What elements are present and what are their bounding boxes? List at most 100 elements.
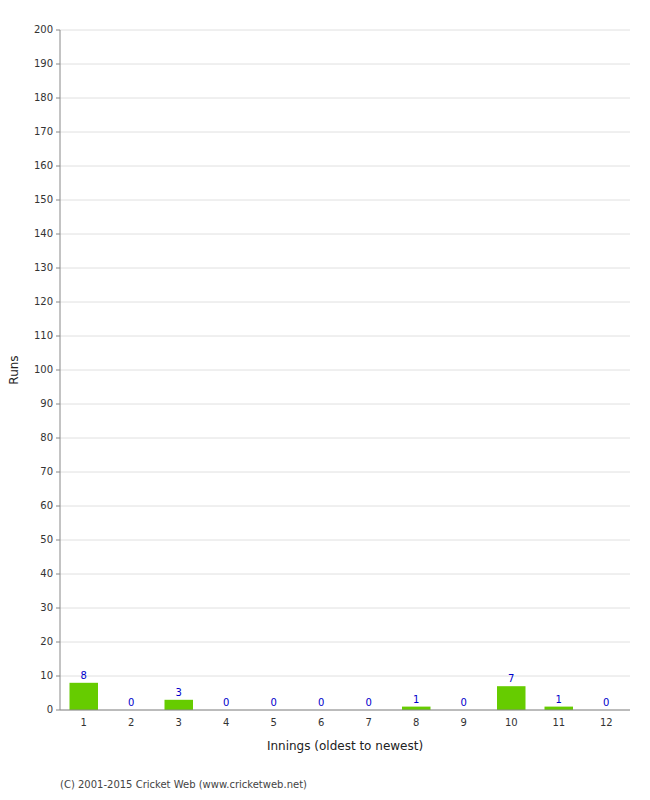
data-label: 0 <box>603 697 609 708</box>
y-tick <box>56 166 60 167</box>
grid-line <box>60 268 630 269</box>
x-tick-label: 6 <box>318 717 324 728</box>
grid-line <box>60 472 630 473</box>
bars <box>70 683 574 710</box>
y-tick <box>56 710 60 711</box>
y-tick-label: 10 <box>40 670 53 681</box>
grid-line <box>60 302 630 303</box>
grid-line <box>60 234 630 235</box>
x-tick-label: 1 <box>81 717 87 728</box>
y-tick <box>56 302 60 303</box>
y-tick <box>56 506 60 507</box>
data-label: 0 <box>223 697 229 708</box>
y-axis: 0102030405060708090100110120130140150160… <box>34 24 60 715</box>
grid-line <box>60 132 630 133</box>
y-tick <box>56 438 60 439</box>
data-label: 0 <box>366 697 372 708</box>
grid-line <box>60 608 630 609</box>
bar <box>497 686 526 710</box>
x-tick-label: 4 <box>223 717 229 728</box>
footer: (C) 2001-2015 Cricket Web (www.cricketwe… <box>60 779 307 790</box>
y-tick-label: 200 <box>34 24 53 35</box>
x-tick-label: 12 <box>600 717 613 728</box>
grid-line <box>60 676 630 677</box>
data-label: 0 <box>461 697 467 708</box>
grid-line <box>60 30 630 31</box>
grid-line <box>60 710 630 711</box>
grid-line <box>60 370 630 371</box>
y-tick <box>56 30 60 31</box>
y-tick <box>56 574 60 575</box>
y-tick <box>56 336 60 337</box>
y-tick-label: 110 <box>34 330 53 341</box>
grid-line <box>60 200 630 201</box>
x-tick-label: 9 <box>461 717 467 728</box>
y-tick <box>56 200 60 201</box>
y-tick-label: 160 <box>34 160 53 171</box>
x-tick-label: 2 <box>128 717 134 728</box>
grid-line <box>60 574 630 575</box>
y-tick-label: 150 <box>34 194 53 205</box>
y-tick-label: 40 <box>40 568 53 579</box>
y-tick-label: 80 <box>40 432 53 443</box>
data-label: 0 <box>128 697 134 708</box>
x-axis: 123456789101112 <box>81 717 613 728</box>
y-tick-label: 170 <box>34 126 53 137</box>
x-tick-label: 3 <box>176 717 182 728</box>
y-tick <box>56 64 60 65</box>
x-tick-label: 8 <box>413 717 419 728</box>
grid-line <box>60 64 630 65</box>
y-axis-title: Runs <box>7 355 21 384</box>
y-tick-label: 90 <box>40 398 53 409</box>
data-label: 0 <box>271 697 277 708</box>
y-tick <box>56 404 60 405</box>
data-label: 3 <box>176 687 182 698</box>
chart: 0102030405060708090100110120130140150160… <box>0 0 650 800</box>
y-tick-label: 190 <box>34 58 53 69</box>
grid-line <box>60 98 630 99</box>
grid-line <box>60 336 630 337</box>
y-tick-label: 60 <box>40 500 53 511</box>
grid-line <box>60 506 630 507</box>
y-tick <box>56 370 60 371</box>
y-tick <box>56 608 60 609</box>
y-tick <box>56 268 60 269</box>
y-tick-label: 0 <box>47 704 53 715</box>
x-axis-title: Innings (oldest to newest) <box>267 739 423 753</box>
y-axis-line <box>60 30 61 710</box>
grid <box>60 30 630 710</box>
grid-line <box>60 404 630 405</box>
data-label: 1 <box>556 694 562 705</box>
x-tick-label: 5 <box>271 717 277 728</box>
data-label: 8 <box>81 670 87 681</box>
x-tick-label: 7 <box>366 717 372 728</box>
y-tick <box>56 472 60 473</box>
data-label: 0 <box>318 697 324 708</box>
y-tick-label: 120 <box>34 296 53 307</box>
x-axis-line <box>60 710 630 711</box>
bar <box>402 707 431 710</box>
bar <box>70 683 99 710</box>
grid-line <box>60 642 630 643</box>
y-tick <box>56 132 60 133</box>
y-tick-label: 50 <box>40 534 53 545</box>
grid-line <box>60 438 630 439</box>
y-tick-label: 130 <box>34 262 53 273</box>
y-tick-label: 180 <box>34 92 53 103</box>
bar <box>165 700 194 710</box>
data-label: 7 <box>508 673 514 684</box>
y-tick-label: 30 <box>40 602 53 613</box>
data-label: 1 <box>413 694 419 705</box>
y-tick-label: 70 <box>40 466 53 477</box>
data-labels: 8 0 3 0 0 0 0 1 0 7 1 0 <box>81 670 610 708</box>
y-tick <box>56 98 60 99</box>
x-tick-label: 11 <box>552 717 565 728</box>
y-tick <box>56 234 60 235</box>
y-tick <box>56 642 60 643</box>
y-tick <box>56 676 60 677</box>
grid-line <box>60 540 630 541</box>
chart-container: 0102030405060708090100110120130140150160… <box>0 0 650 800</box>
bar <box>545 707 574 710</box>
y-tick-label: 140 <box>34 228 53 239</box>
y-tick-label: 100 <box>34 364 53 375</box>
